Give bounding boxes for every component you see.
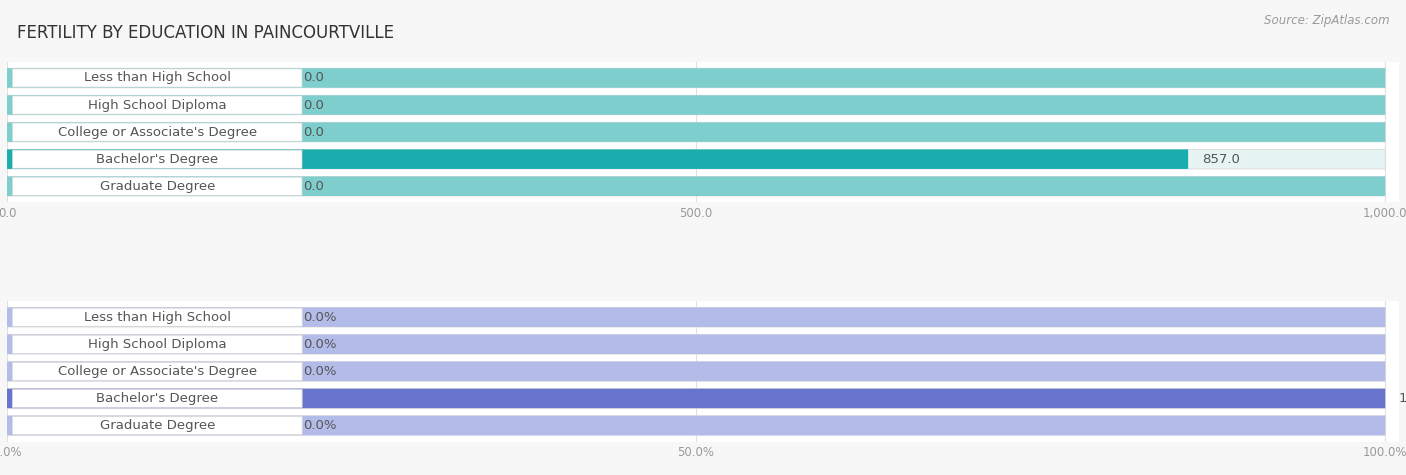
Text: Bachelor's Degree: Bachelor's Degree <box>96 152 218 166</box>
Text: Source: ZipAtlas.com: Source: ZipAtlas.com <box>1264 14 1389 27</box>
FancyBboxPatch shape <box>7 307 1385 327</box>
Text: Graduate Degree: Graduate Degree <box>100 419 215 432</box>
FancyBboxPatch shape <box>7 150 1188 169</box>
FancyBboxPatch shape <box>7 334 1385 354</box>
Text: 0.0: 0.0 <box>304 125 325 139</box>
Text: FERTILITY BY EDUCATION IN PAINCOURTVILLE: FERTILITY BY EDUCATION IN PAINCOURTVILLE <box>17 24 394 42</box>
Text: 0.0%: 0.0% <box>304 311 337 324</box>
FancyBboxPatch shape <box>13 417 302 435</box>
Text: 857.0: 857.0 <box>1202 152 1240 166</box>
FancyBboxPatch shape <box>7 95 1385 115</box>
FancyBboxPatch shape <box>7 150 1385 169</box>
Text: High School Diploma: High School Diploma <box>89 338 226 351</box>
Text: 0.0: 0.0 <box>304 72 325 85</box>
FancyBboxPatch shape <box>7 68 1385 88</box>
Text: 0.0: 0.0 <box>304 180 325 193</box>
Text: High School Diploma: High School Diploma <box>89 98 226 112</box>
Text: 0.0%: 0.0% <box>304 338 337 351</box>
Text: Bachelor's Degree: Bachelor's Degree <box>96 392 218 405</box>
Text: Less than High School: Less than High School <box>84 72 231 85</box>
FancyBboxPatch shape <box>13 123 302 141</box>
FancyBboxPatch shape <box>7 416 1385 435</box>
FancyBboxPatch shape <box>13 150 302 168</box>
FancyBboxPatch shape <box>7 177 1385 196</box>
FancyBboxPatch shape <box>7 416 1385 435</box>
Text: Graduate Degree: Graduate Degree <box>100 180 215 193</box>
FancyBboxPatch shape <box>7 361 1385 381</box>
FancyBboxPatch shape <box>7 361 1385 381</box>
FancyBboxPatch shape <box>13 96 302 114</box>
FancyBboxPatch shape <box>7 123 1385 142</box>
FancyBboxPatch shape <box>7 389 1385 408</box>
FancyBboxPatch shape <box>7 177 1385 196</box>
FancyBboxPatch shape <box>7 68 1385 88</box>
FancyBboxPatch shape <box>13 362 302 380</box>
FancyBboxPatch shape <box>7 334 1385 354</box>
FancyBboxPatch shape <box>13 177 302 195</box>
Text: 0.0: 0.0 <box>304 98 325 112</box>
FancyBboxPatch shape <box>7 123 1385 142</box>
Text: 0.0%: 0.0% <box>304 365 337 378</box>
Text: 100.0%: 100.0% <box>1399 392 1406 405</box>
FancyBboxPatch shape <box>13 308 302 326</box>
FancyBboxPatch shape <box>7 307 1385 327</box>
Text: College or Associate's Degree: College or Associate's Degree <box>58 365 257 378</box>
FancyBboxPatch shape <box>13 390 302 408</box>
Text: 0.0%: 0.0% <box>304 419 337 432</box>
Text: Less than High School: Less than High School <box>84 311 231 324</box>
FancyBboxPatch shape <box>7 389 1385 408</box>
Text: College or Associate's Degree: College or Associate's Degree <box>58 125 257 139</box>
FancyBboxPatch shape <box>7 95 1385 115</box>
FancyBboxPatch shape <box>13 335 302 353</box>
FancyBboxPatch shape <box>13 69 302 87</box>
